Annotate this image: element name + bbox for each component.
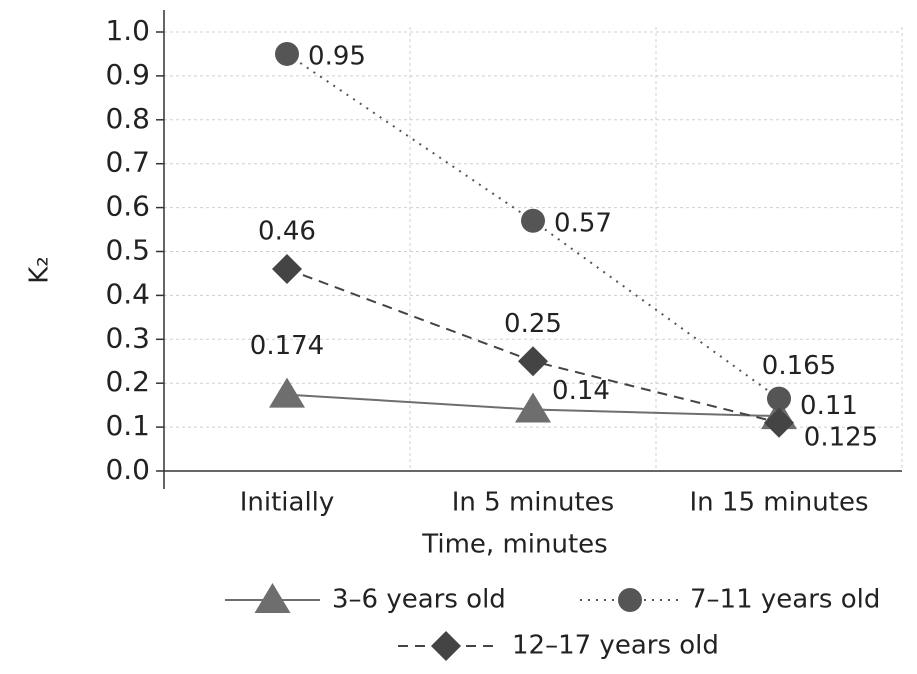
data-label: 0.174 (250, 331, 324, 361)
x-axis-title: Time, minutes (421, 530, 607, 560)
data-label: 0.125 (804, 423, 878, 453)
y-tick-label: 0.5 (105, 234, 150, 267)
data-label: 0.57 (554, 208, 612, 238)
marker-circle (275, 41, 299, 66)
legend-marker (254, 583, 291, 613)
marker-diamond (272, 254, 302, 285)
y-axis-title: K₂ (25, 256, 55, 283)
marker-circle (767, 386, 791, 411)
y-tick-label: 0.6 (105, 190, 150, 223)
marker-triangle (269, 377, 305, 408)
x-tick-label: In 5 minutes (452, 488, 614, 518)
data-label: 0.14 (552, 376, 610, 406)
marker-diamond (764, 407, 794, 438)
data-label: 0.95 (308, 41, 366, 71)
legend-label: 12–17 years old (512, 631, 719, 661)
data-label: 0.165 (762, 351, 836, 381)
legend-label: 7–11 years old (690, 585, 880, 615)
marker-circle (521, 208, 545, 233)
marker-triangle (515, 392, 551, 423)
legend-label: 3–6 years old (332, 585, 506, 615)
legend-marker (618, 588, 642, 612)
y-tick-label: 0.0 (105, 453, 150, 486)
data-label: 0.11 (800, 391, 858, 421)
marker-diamond (518, 346, 548, 377)
y-tick-label: 1.0 (105, 14, 150, 47)
legend-marker (431, 631, 461, 661)
x-tick-label: In 15 minutes (689, 488, 868, 518)
y-tick-label: 0.8 (105, 102, 150, 135)
data-label: 0.46 (258, 217, 316, 247)
data-label: 0.25 (504, 309, 562, 339)
y-tick-label: 0.1 (105, 409, 150, 442)
y-tick-label: 0.4 (105, 277, 150, 310)
y-tick-label: 0.3 (105, 321, 150, 354)
x-tick-label: Initially (240, 488, 335, 518)
y-tick-label: 0.2 (105, 365, 150, 398)
y-tick-label: 0.7 (105, 146, 150, 179)
y-tick-label: 0.9 (105, 58, 150, 91)
